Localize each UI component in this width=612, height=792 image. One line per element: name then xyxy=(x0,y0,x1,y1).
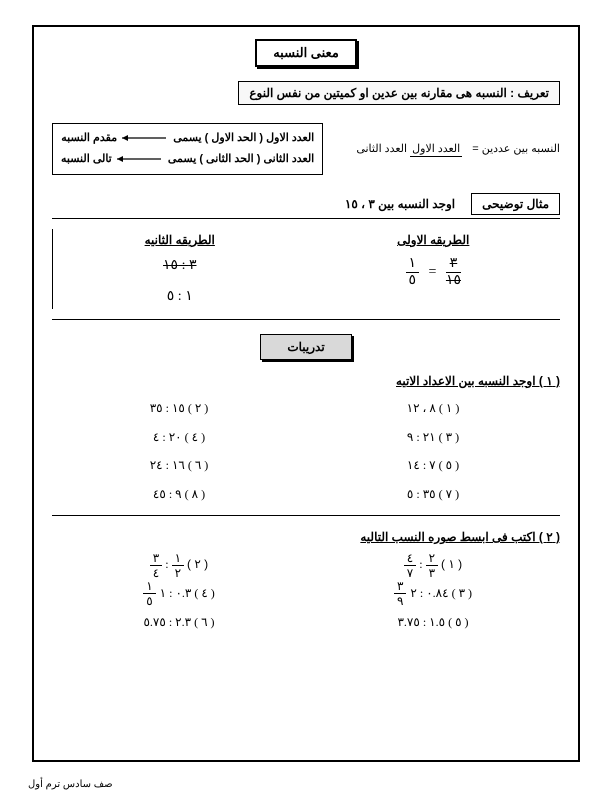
exercises-label: تدريبات xyxy=(260,334,351,360)
ratio-label: النسبه بين عددين = xyxy=(472,142,560,155)
title-row: معنى النسبه xyxy=(52,39,560,67)
m1n2: ١ xyxy=(406,257,420,273)
footer: صف سادس ترم أول xyxy=(28,779,113,790)
section2-grid: ( ١ ) ٢٣ : ٤٧ ( ٣ ) ٠.٨٤ : ٢٣٩ ( ٥ ) ١.٥… xyxy=(52,550,560,636)
fd: ٢ xyxy=(172,566,184,579)
m2-l2: ١ : ٥ xyxy=(53,288,307,305)
s2-item: ( ٥ ) ١.٥ : ٣.٧٥ xyxy=(306,608,560,637)
fd: ٣ xyxy=(426,566,438,579)
s2-col-left: ( ٢ ) ١٢ : ٣٤ ( ٤ ) ٠.٣ : ١١٥ ( ٦ ) ٢.٣ … xyxy=(52,550,306,636)
s1-item: ( ١ ) ٨ ، ١٢ xyxy=(306,394,560,423)
s2-item: ( ١ ) ٢٣ : ٤٧ xyxy=(306,550,560,579)
term1-text: العدد الاول ( الحد الاول ) يسمى xyxy=(173,132,314,144)
method2-title: الطريقه الثانيه xyxy=(53,233,307,247)
section1-title: ( ١ ) اوجد النسبه بين الاعداد الاتيه xyxy=(52,374,560,388)
fd: ٩ xyxy=(394,594,406,607)
methods: الطريقه الاولى ٣١٥ = ١٥ الطريقه الثانيه … xyxy=(52,229,560,309)
example-header: مثال توضيحى اوجد النسبه بين ٣ ، ١٥ xyxy=(52,193,560,215)
arrow-icon xyxy=(120,128,170,149)
term1-name: مقدم النسبه xyxy=(61,132,117,144)
content: معنى النسبه تعريف : النسبه هى مقارنه بين… xyxy=(34,27,578,760)
divider xyxy=(52,218,560,219)
fn: ١ xyxy=(172,552,184,566)
terms-box: العدد الاول ( الحد الاول ) يسمى مقدم الن… xyxy=(52,123,323,175)
pre: ( ٤ ) ٠.٣ : xyxy=(166,586,215,600)
s2-col-right: ( ١ ) ٢٣ : ٤٧ ( ٣ ) ٠.٨٤ : ٢٣٩ ( ٥ ) ١.٥… xyxy=(306,550,560,636)
m2l1v: ٣ : ١٥ xyxy=(163,258,196,273)
method1-title: الطريقه الاولى xyxy=(307,233,561,247)
s2-item: ( ٦ ) ٢.٣ : ٥.٧٥ xyxy=(52,608,306,637)
s2-item: ( ٢ ) ١٢ : ٣٤ xyxy=(52,550,306,579)
s1-item: ( ٨ ) ٩ : ٤٥ xyxy=(52,480,306,509)
term2-name: تالى النسبه xyxy=(61,153,112,165)
frac-top: العدد الاول xyxy=(410,143,462,157)
fd: ٥ xyxy=(143,594,155,607)
example-label: مثال توضيحى xyxy=(471,193,560,215)
m2-l1: ٣ : ١٥ xyxy=(53,257,307,274)
s1-item: ( ٣ ) ٢١ : ٩ xyxy=(306,423,560,452)
section2-title: ( ٢ ) اكتب فى ابسط صوره النسب التاليه xyxy=(52,530,560,544)
m1n1: ٣ xyxy=(446,257,461,273)
s1-item: ( ٦ ) ١٦ : ٢٤ xyxy=(52,451,306,480)
s2-item: ( ٤ ) ٠.٣ : ١١٥ xyxy=(52,579,306,608)
example-question: اوجد النسبه بين ٣ ، ١٥ xyxy=(345,197,455,211)
s1-col-right: ( ١ ) ٨ ، ١٢ ( ٣ ) ٢١ : ٩ ( ٥ ) ٧ : ١٤ (… xyxy=(306,394,560,509)
fn: ١ xyxy=(143,580,155,594)
arrow-icon xyxy=(115,149,165,170)
m1d2: ٥ xyxy=(406,273,420,288)
ratio-explain: النسبه بين عددين = العدد الاول العدد الث… xyxy=(52,123,560,175)
term2-text: العدد الثانى ( الحد الثانى ) يسمى xyxy=(168,153,314,165)
s1-item: ( ٥ ) ٧ : ١٤ xyxy=(306,451,560,480)
fn: ٤ xyxy=(404,552,416,566)
pre: ( ٣ ) ٠.٨٤ : xyxy=(417,586,472,600)
s1-col-left: ( ٢ ) ١٥ : ٣٥ ( ٤ ) ٢٠ : ٤ ( ٦ ) ١٦ : ٢٤… xyxy=(52,394,306,509)
method1-math: ٣١٥ = ١٥ xyxy=(307,257,561,288)
definition-row: تعريف : النسبه هى مقارنه بين عدين او كمي… xyxy=(52,67,560,105)
divider xyxy=(52,515,560,516)
term-line-1: العدد الاول ( الحد الاول ) يسمى مقدم الن… xyxy=(61,128,314,149)
paren: ( ١ ) xyxy=(441,557,462,571)
fn: ٣ xyxy=(394,580,406,594)
method1-col: الطريقه الاولى ٣١٥ = ١٥ xyxy=(307,229,561,309)
fn: ٢ xyxy=(426,552,438,566)
fd: ٤ xyxy=(150,566,162,579)
s2-item: ( ٣ ) ٠.٨٤ : ٢٣٩ xyxy=(306,579,560,608)
section1-grid: ( ١ ) ٨ ، ١٢ ( ٣ ) ٢١ : ٩ ( ٥ ) ٧ : ١٤ (… xyxy=(52,394,560,509)
fd: ٧ xyxy=(404,566,416,579)
title: معنى النسبه xyxy=(255,39,357,67)
term-line-2: العدد الثانى ( الحد الثانى ) يسمى تالى ا… xyxy=(61,149,314,170)
paren: ( ٢ ) xyxy=(187,557,208,571)
definition: تعريف : النسبه هى مقارنه بين عدين او كمي… xyxy=(238,81,560,105)
s1-item: ( ٢ ) ١٥ : ٣٥ xyxy=(52,394,306,423)
page-border: معنى النسبه تعريف : النسبه هى مقارنه بين… xyxy=(32,25,580,762)
exercises-header: تدريبات xyxy=(52,320,560,360)
s1-item: ( ٧ ) ٣٥ : ٥ xyxy=(306,480,560,509)
ratio-fraction: العدد الاول العدد الثانى xyxy=(356,142,462,155)
frac-bot: العدد الثانى xyxy=(356,142,407,155)
s1-item: ( ٤ ) ٢٠ : ٤ xyxy=(52,423,306,452)
method2-col: الطريقه الثانيه ٣ : ١٥ ١ : ٥ xyxy=(52,229,307,309)
m1d1: ١٥ xyxy=(446,273,461,288)
